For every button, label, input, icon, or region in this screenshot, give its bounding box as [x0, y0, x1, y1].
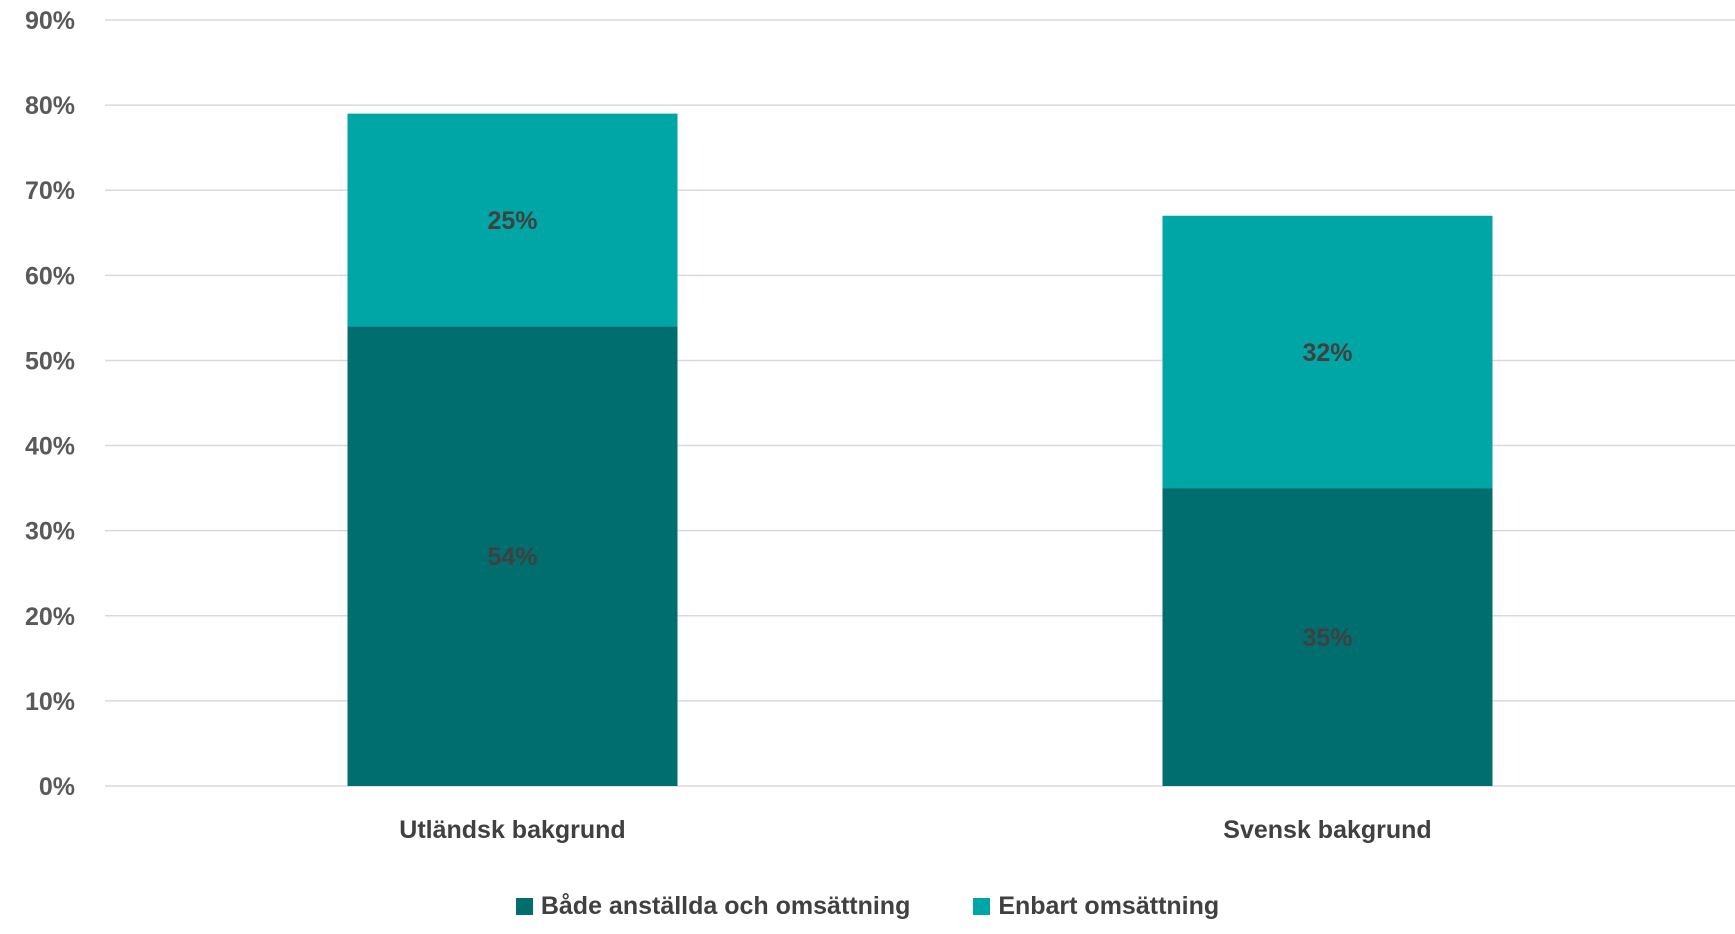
legend-label-revenue-only: Enbart omsättning: [998, 892, 1220, 920]
y-tick-label: 60%: [25, 262, 75, 290]
y-tick-label: 0%: [39, 773, 75, 801]
y-tick-label: 90%: [25, 7, 75, 35]
y-tick-label: 40%: [25, 433, 75, 461]
bar-segment[interactable]: [347, 326, 678, 786]
x-category-label: Svensk bakgrund: [1223, 816, 1431, 844]
y-tick-label: 70%: [25, 177, 75, 205]
data-label: 32%: [1302, 339, 1352, 367]
bar-segment[interactable]: [1162, 488, 1493, 786]
x-category-label: Utländsk bakgrund: [399, 816, 625, 844]
data-label: 54%: [487, 543, 537, 571]
y-axis-ticks: 0% 10% 20% 30% 40% 50% 60% 70% 80% 90%: [25, 7, 75, 801]
legend-item-revenue-only[interactable]: Enbart omsättning: [973, 892, 1219, 921]
bars: [347, 113, 1493, 786]
data-label: 25%: [487, 207, 537, 235]
legend-label-both: Både anställda och omsättning: [540, 892, 911, 920]
y-tick-label: 20%: [25, 603, 75, 631]
legend-item-both[interactable]: Både anställda och omsättning: [515, 892, 911, 921]
data-label: 35%: [1302, 624, 1352, 652]
data-labels: 54% 25% 35% 32%: [487, 207, 1352, 652]
x-axis-categories: Utländsk bakgrund Svensk bakgrund: [399, 816, 1431, 844]
legend-swatch-revenue-only: [973, 898, 991, 915]
y-tick-label: 80%: [25, 92, 75, 120]
y-tick-label: 30%: [25, 518, 75, 546]
bar-segment[interactable]: [1162, 215, 1493, 489]
y-tick-label: 50%: [25, 347, 75, 375]
y-tick-label: 10%: [25, 688, 75, 716]
legend-swatch-both: [515, 898, 533, 915]
bar-segment[interactable]: [347, 113, 678, 327]
legend: Både anställda och omsättning Enbart oms…: [0, 892, 1735, 922]
